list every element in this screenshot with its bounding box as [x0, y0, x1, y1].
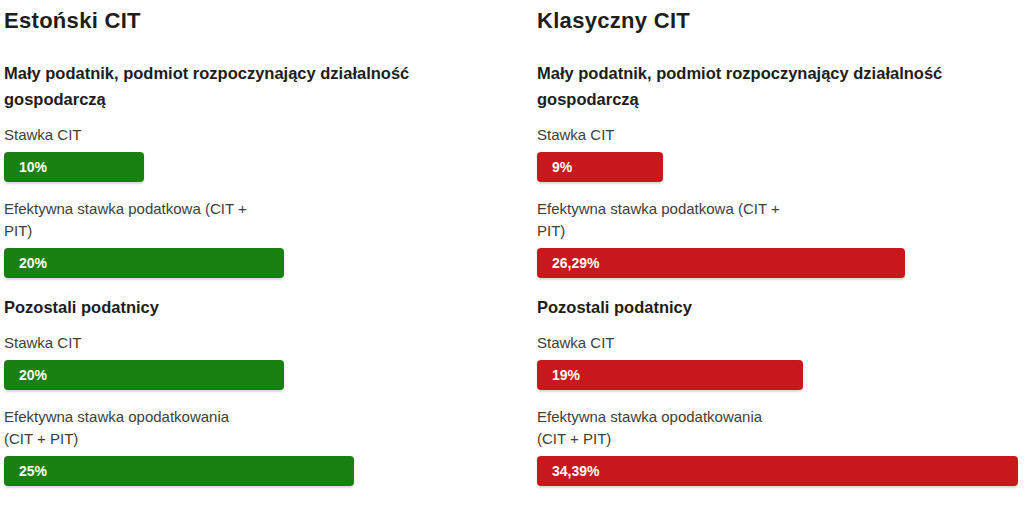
section-heading: Mały podatnik, podmiot rozpoczynający dz…	[4, 60, 440, 112]
section-heading: Pozostali podatnicy	[537, 294, 973, 320]
bar-value-label: 10%	[19, 159, 47, 175]
cit-comparison: Estoński CIT Mały podatnik, podmiot rozp…	[0, 0, 1024, 502]
column-estonski-cit: Estoński CIT Mały podatnik, podmiot rozp…	[0, 8, 512, 502]
value-bar: 25%	[4, 456, 354, 486]
value-bar: 34,39%	[537, 456, 1018, 486]
column-title: Estoński CIT	[4, 8, 512, 34]
bar-label: Stawka CIT	[537, 124, 787, 146]
bar-value-label: 25%	[19, 463, 47, 479]
value-bar: 26,29%	[537, 248, 905, 278]
column-title: Klasyczny CIT	[537, 8, 1024, 34]
bar-value-label: 20%	[19, 367, 47, 383]
bar-value-label: 26,29%	[552, 255, 599, 271]
section-heading: Pozostali podatnicy	[4, 294, 440, 320]
section-heading: Mały podatnik, podmiot rozpoczynający dz…	[537, 60, 973, 112]
bar-value-label: 9%	[552, 159, 572, 175]
value-bar: 9%	[537, 152, 663, 182]
value-bar: 10%	[4, 152, 144, 182]
bar-label: Stawka CIT	[4, 332, 254, 354]
bar-label: Efektywna stawka podatkowa (CIT + PIT)	[4, 198, 254, 242]
column-sections: Mały podatnik, podmiot rozpoczynający dz…	[4, 60, 512, 486]
value-bar: 19%	[537, 360, 803, 390]
column-sections: Mały podatnik, podmiot rozpoczynający dz…	[537, 60, 1024, 486]
bar-label: Efektywna stawka podatkowa (CIT + PIT)	[537, 198, 787, 242]
taxpayer-section: Mały podatnik, podmiot rozpoczynający dz…	[537, 60, 1024, 278]
bar-label: Efektywna stawka opodatkowania (CIT + PI…	[537, 406, 787, 450]
column-klasyczny-cit: Klasyczny CIT Mały podatnik, podmiot roz…	[512, 8, 1024, 502]
bar-value-label: 19%	[552, 367, 580, 383]
taxpayer-section: Mały podatnik, podmiot rozpoczynający dz…	[4, 60, 512, 278]
bar-value-label: 20%	[19, 255, 47, 271]
bar-label: Stawka CIT	[4, 124, 254, 146]
bar-label: Stawka CIT	[537, 332, 787, 354]
taxpayer-section: Pozostali podatnicy Stawka CIT 19% Efektywn…	[537, 294, 1024, 486]
value-bar: 20%	[4, 248, 284, 278]
bar-label: Efektywna stawka opodatkowania (CIT + PI…	[4, 406, 254, 450]
bar-value-label: 34,39%	[552, 463, 599, 479]
value-bar: 20%	[4, 360, 284, 390]
taxpayer-section: Pozostali podatnicy Stawka CIT 20% Efektywn…	[4, 294, 512, 486]
